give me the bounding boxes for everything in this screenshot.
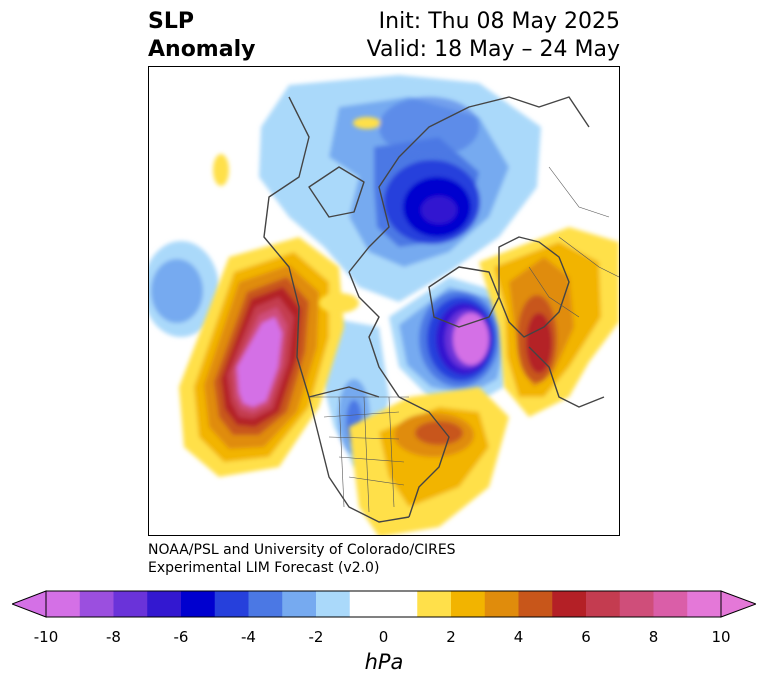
political-borders bbox=[309, 166, 619, 513]
colorbar-cells bbox=[46, 591, 722, 617]
colorbar-cell bbox=[518, 591, 553, 617]
colorbar-tick-label: -8 bbox=[106, 628, 121, 646]
pacific-low bbox=[149, 241, 219, 337]
credit-line1: NOAA/PSL and University of Colorado/CIRE… bbox=[148, 542, 456, 558]
credit-line2: Experimental LIM Forecast (v2.0) bbox=[148, 560, 380, 576]
colorbar-cell bbox=[451, 591, 486, 617]
colorbar-tick-label: -4 bbox=[241, 628, 256, 646]
colorbar-cell bbox=[248, 591, 283, 617]
colorbar-cell bbox=[417, 591, 452, 617]
variable-title-line1: SLP bbox=[148, 9, 194, 34]
date-title: Init: Thu 08 May 2025 Valid: 18 May – 24… bbox=[367, 8, 620, 64]
map-canvas bbox=[149, 75, 619, 535]
valid-range: Valid: 18 May – 24 May bbox=[366, 37, 620, 62]
colorbar-cell bbox=[349, 591, 384, 617]
colorbar-tick-label: -6 bbox=[173, 628, 189, 646]
colorbar-cell bbox=[687, 591, 722, 617]
slp-anomaly-map bbox=[148, 66, 620, 536]
colorbar-tick-label: 4 bbox=[513, 628, 524, 646]
colorbar-tick-label: -10 bbox=[33, 628, 59, 646]
colorbar-cell bbox=[586, 591, 621, 617]
colorbar-extend-low bbox=[12, 590, 47, 618]
eastern-na-high bbox=[349, 387, 509, 535]
colorbar-tick-labels: -10 -8 -6 -4 -2 0 2 4 6 8 10 bbox=[0, 628, 768, 648]
colorbar-cell bbox=[619, 591, 654, 617]
colorbar bbox=[12, 590, 756, 618]
colorbar-cell bbox=[484, 591, 519, 617]
variable-title-line2: Anomaly bbox=[148, 37, 256, 62]
colorbar-extend-high bbox=[720, 590, 756, 618]
colorbar-unit: hPa bbox=[364, 650, 404, 674]
pacific-high bbox=[179, 237, 344, 477]
colorbar-cell bbox=[383, 591, 418, 617]
colorbar-tick-label: 10 bbox=[711, 628, 731, 646]
colorbar-cell bbox=[147, 591, 182, 617]
colorbar-cell bbox=[552, 591, 587, 617]
colorbar-cell bbox=[316, 591, 351, 617]
europe-high bbox=[479, 227, 619, 417]
init-date: Init: Thu 08 May 2025 bbox=[378, 9, 620, 34]
colorbar-cell bbox=[282, 591, 317, 617]
colorbar-tick-label: -2 bbox=[308, 628, 324, 646]
credit-text: NOAA/PSL and University of Colorado/CIRE… bbox=[148, 541, 456, 577]
colorbar-cell bbox=[214, 591, 249, 617]
colorbar-cell bbox=[113, 591, 148, 617]
colorbar-tick-label: 8 bbox=[648, 628, 659, 646]
colorbar-tick-label: 6 bbox=[581, 628, 591, 646]
colorbar-tick-label: 0 bbox=[378, 628, 389, 646]
colorbar-cell bbox=[46, 591, 81, 617]
colorbar-cell bbox=[653, 591, 688, 617]
colorbar-cell bbox=[79, 591, 114, 617]
colorbar-tick-label: 2 bbox=[446, 628, 456, 646]
colorbar-cell bbox=[181, 591, 216, 617]
variable-title: SLP Anomaly bbox=[148, 8, 255, 64]
